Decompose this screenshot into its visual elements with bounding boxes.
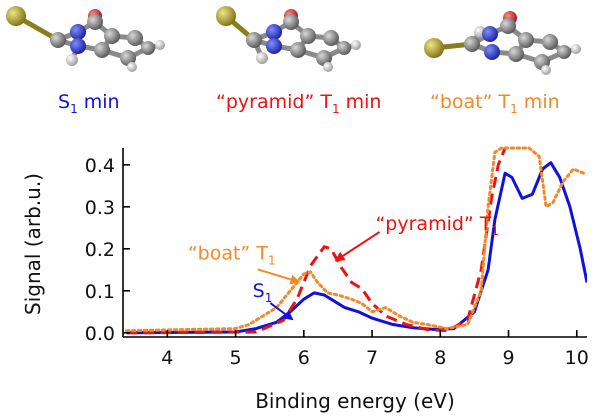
y-tick-label: 0.0 (85, 323, 115, 345)
carbon-atom (542, 34, 558, 50)
hydrogen-atom (351, 40, 361, 50)
nitrogen-atom (482, 26, 498, 42)
annotation-label-0: S1 (253, 280, 273, 305)
y-tick-label: 0.2 (85, 239, 115, 261)
x-tick-label: 8 (434, 347, 446, 369)
carbon-atom (87, 14, 103, 30)
x-axis-label: Binding energy (eV) (255, 389, 455, 413)
y-tick-label: 0.1 (85, 281, 115, 303)
molecule-label-s1: S1 min (58, 91, 120, 116)
molecule-label-pyramid: “pyramid” T1 min (216, 91, 381, 116)
hydrogen-atom (127, 62, 137, 72)
hydrogen-atom (571, 44, 581, 54)
carbon-atom (94, 42, 110, 58)
hydrogen-atom (155, 40, 165, 50)
carbon-atom (283, 14, 299, 30)
x-tick-label: 5 (230, 347, 242, 369)
carbon-atom (141, 41, 155, 55)
carbon-atom (323, 30, 339, 46)
annotations: S1 “boat” T1 “pyramid” T1 (188, 213, 499, 321)
carbon-atom (337, 41, 351, 55)
series-line-0 (126, 161, 587, 335)
hydrogen-atom (256, 52, 268, 64)
nitrogen-atom (266, 24, 282, 40)
sulfur-atom (216, 6, 236, 26)
annotation-arrow-shaft-2 (342, 231, 381, 257)
molecule-s1-min (6, 6, 165, 72)
carbon-atom (508, 46, 524, 62)
series-layer (124, 146, 587, 335)
nitrogen-atom (484, 44, 500, 60)
molecule-pyramid-t1-min (216, 6, 361, 72)
carbon-atom (300, 28, 316, 44)
hydrogen-atom (323, 62, 333, 72)
x-tick-label: 4 (161, 347, 173, 369)
annotation-arrow-head-1 (289, 274, 301, 285)
x-tick-label: 10 (565, 347, 589, 369)
molecule-boat-t1-min (424, 11, 581, 75)
x-tick-label: 9 (502, 347, 514, 369)
series-line-2 (124, 146, 586, 333)
sulfur-atom (424, 38, 444, 58)
carbon-atom (290, 42, 306, 58)
annotation-arrow-head-2 (334, 251, 346, 262)
y-ticks: 0.0 0.1 0.2 0.3 0.4 (85, 155, 130, 345)
nitrogen-atom (70, 38, 86, 54)
x-tick-label: 7 (366, 347, 378, 369)
x-ticks: 4 5 6 7 8 9 10 (161, 330, 589, 369)
annotation-label-2: “pyramid” T1 (375, 213, 499, 238)
annotation-arrow-head-0 (282, 310, 294, 321)
annotation-arrow-shaft-1 (257, 268, 292, 281)
series-line-1 (126, 147, 507, 335)
y-tick-label: 0.4 (85, 155, 115, 177)
nitrogen-atom (266, 38, 282, 54)
hydrogen-atom (66, 54, 78, 66)
hydrogen-atom (541, 65, 551, 75)
carbon-atom (127, 30, 143, 46)
carbon-atom (518, 32, 534, 48)
carbon-atom (104, 28, 120, 44)
annotation-arrow-shaft-0 (269, 302, 287, 316)
x-tick-label: 6 (298, 347, 310, 369)
nitrogen-atom (70, 24, 86, 40)
carbon-atom (464, 36, 480, 52)
chart: 4 5 6 7 8 9 10 0.0 0.1 0.2 0.3 0.4 S1 “boat” T1 “pyr… (21, 146, 589, 413)
carbon-atom (246, 32, 262, 48)
sulfur-atom (6, 6, 26, 26)
molecule-label-boat: “boat” T1 min (430, 91, 560, 116)
carbon-atom (50, 32, 66, 48)
y-axis-label: Signal (arb.u.) (21, 173, 45, 315)
annotation-label-1: “boat” T1 (188, 242, 276, 267)
y-tick-label: 0.3 (85, 197, 115, 219)
carbon-atom (500, 18, 516, 34)
carbon-atom (557, 45, 571, 59)
